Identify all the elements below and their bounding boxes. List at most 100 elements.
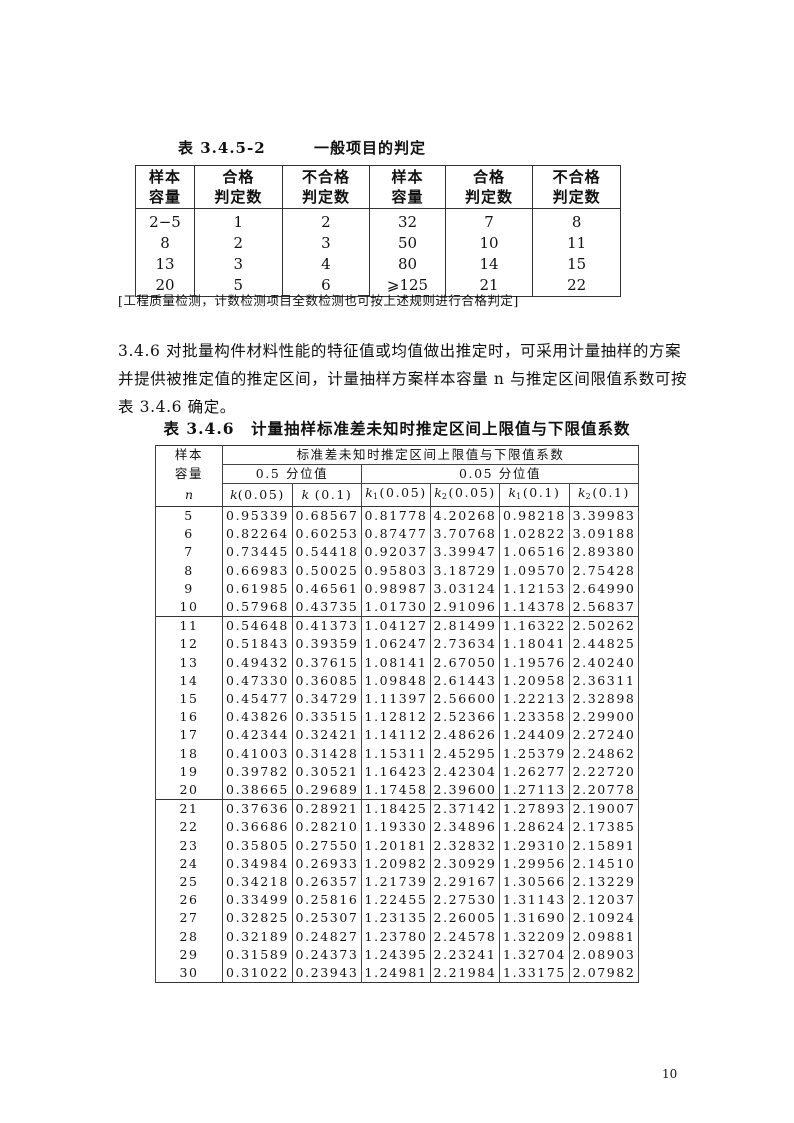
- coefficient-cell: 1.26277: [499, 762, 570, 782]
- table-row: 13 3 4 80 14 15: [134, 254, 621, 275]
- paragraph-line: 并提供被推定值的推定区间，计量抽样方案样本容量 n 与推定区间限值系数可按: [118, 370, 688, 388]
- coefficient-cell: 1.15311: [361, 744, 431, 763]
- table-cell: ⩾125: [369, 275, 446, 297]
- coefficient-cell: 1.20958: [499, 671, 570, 691]
- coefficient-subscript: 2: [585, 492, 593, 501]
- header-line: 合格: [473, 168, 506, 186]
- coefficient-cell: 3.03124: [430, 579, 500, 599]
- coefficient-cell: 1.01730: [361, 598, 431, 617]
- coefficient-cell: 1.20982: [361, 854, 431, 874]
- coefficient-cell: 0.39359: [292, 635, 362, 654]
- coefficient-cell: 1.18041: [499, 635, 570, 654]
- sample-size-cell: 13: [155, 653, 223, 672]
- table-cell: 3: [194, 254, 283, 275]
- coefficient-cell: 2.30929: [430, 854, 500, 874]
- coefficient-cell: 1.02822: [499, 525, 570, 544]
- coefficient-cell: 0.95803: [361, 561, 431, 580]
- table-row: 8 2 3 50 10 11: [134, 233, 621, 254]
- sample-size-cell: 10: [155, 598, 223, 617]
- header-cell: 合格 判定数: [444, 165, 534, 209]
- coefficient-cell: 1.22213: [499, 690, 570, 709]
- coefficient-cell: 0.82264: [222, 525, 293, 544]
- table-row: 28 0.32189 0.24827 1.23780 2.24578 1.32209 2.0…: [155, 927, 640, 946]
- sample-size-cell: 16: [155, 708, 223, 727]
- coefficient-cell: 1.20181: [361, 836, 431, 855]
- coefficient-cell: 1.17458: [361, 781, 431, 800]
- table-row: 12 0.51843 0.39359 1.06247 2.73634 1.18041 2.4…: [155, 635, 640, 654]
- coefficient-cell: 1.16322: [499, 616, 570, 636]
- coefficient-cell: 2.34896: [430, 818, 500, 837]
- header-coefficient: k2(0.05): [430, 483, 500, 507]
- coefficient-cell: 3.18729: [430, 561, 500, 580]
- coefficient-cell: 2.10924: [568, 909, 640, 928]
- coefficient-cell: 2.61443: [430, 671, 500, 691]
- coefficient-cell: 0.30521: [292, 762, 362, 782]
- header-n: n: [155, 483, 223, 507]
- sample-size-cell: 21: [155, 799, 223, 819]
- coefficient-cell: 0.60253: [292, 525, 362, 544]
- sample-size-cell: 8: [155, 561, 223, 580]
- header-cell: 样本 容量: [369, 165, 446, 209]
- coefficient-cell: 1.19330: [361, 818, 431, 837]
- sample-size-cell: 18: [155, 744, 223, 763]
- coefficient-cell: 2.27240: [568, 726, 640, 745]
- coefficient-cell: 2.44825: [568, 635, 640, 654]
- sample-size-cell: 11: [155, 616, 223, 636]
- table-row: 26 0.33499 0.25816 1.22455 2.27530 1.31143 2.1…: [155, 891, 640, 910]
- header-line: 判定数: [465, 188, 514, 206]
- table-header-row: 样本 容量 合格 判定数 不合格 判定数 样本 容量 合格 判定数 不合格 判定数: [134, 165, 621, 209]
- table-row: 17 0.42344 0.32421 1.14112 2.48626 1.24409 2.2…: [155, 726, 640, 745]
- coefficient-cell: 0.73445: [222, 543, 293, 562]
- header-line: 不合格: [552, 168, 601, 186]
- coefficient-cell: 0.34984: [222, 854, 293, 874]
- coefficient-cell: 1.14112: [361, 726, 431, 745]
- coefficient-cell: 0.34218: [222, 873, 293, 892]
- coefficient-cell: 0.54648: [222, 616, 293, 636]
- coefficient-cell: 0.43735: [292, 598, 362, 617]
- coefficient-cell: 4.20268: [430, 506, 500, 526]
- coefficient-symbol: k: [578, 485, 586, 500]
- table-cell: 3: [281, 233, 371, 254]
- coefficient-cell: 3.39983: [568, 506, 640, 526]
- header-sample-size: 容量: [155, 464, 223, 484]
- page-number: 10: [662, 1067, 678, 1081]
- coefficient-cell: 2.32832: [430, 836, 500, 855]
- header-line: 容量: [391, 188, 424, 206]
- coefficient-cell: 2.14510: [568, 854, 640, 874]
- coefficient-cell: 0.95339: [222, 506, 293, 526]
- coefficient-cell: 2.22720: [568, 762, 640, 782]
- coefficient-cell: 2.75428: [568, 561, 640, 580]
- coefficient-cell: 2.52366: [430, 708, 500, 727]
- coefficient-argument: (0.1): [522, 485, 561, 500]
- coefficient-cell: 2.50262: [568, 616, 640, 636]
- table-row: 20 5 6 ⩾125 21 22: [134, 275, 621, 297]
- coefficient-cell: 2.24578: [430, 927, 500, 946]
- coefficient-cell: 2.09881: [568, 927, 640, 946]
- coefficient-argument: (0.05): [237, 487, 285, 502]
- coefficient-cell: 0.50025: [292, 561, 362, 580]
- sample-size-cell: 17: [155, 726, 223, 745]
- coefficient-cell: 0.37615: [292, 653, 362, 672]
- sample-size-cell: 20: [155, 781, 223, 800]
- coefficient-cell: 0.68567: [292, 506, 362, 526]
- coefficient-cell: 2.29167: [430, 873, 500, 892]
- table-row: 16 0.43826 0.33515 1.12812 2.52366 1.23358 2.2…: [155, 708, 640, 727]
- coefficient-cell: 2.89380: [568, 543, 640, 562]
- table-cell: 1: [194, 208, 283, 233]
- coefficient-cell: 2.27530: [430, 891, 500, 910]
- coefficient-cell: 2.23241: [430, 945, 500, 965]
- coefficient-cell: 2.37142: [430, 799, 500, 819]
- table-row: 15 0.45477 0.34729 1.11397 2.56600 1.22213 2.3…: [155, 690, 640, 709]
- coefficient-cell: 1.12812: [361, 708, 431, 727]
- coefficient-cell: 0.27550: [292, 836, 362, 855]
- coefficient-cell: 2.07982: [568, 964, 640, 983]
- table-row: 18 0.41003 0.31428 1.15311 2.45295 1.25379 2.2…: [155, 744, 640, 763]
- sample-size-cell: 15: [155, 690, 223, 709]
- coefficient-subscript: 1: [372, 492, 380, 501]
- table-row: 5 0.95339 0.68567 0.81778 4.20268 0.98218 3.39…: [155, 506, 640, 526]
- table-cell: 11: [532, 233, 621, 254]
- coefficient-cell: 0.51843: [222, 635, 293, 654]
- coefficient-cell: 2.40240: [568, 653, 640, 672]
- table-cell: 50: [369, 233, 446, 254]
- coefficient-cell: 0.31589: [222, 945, 293, 965]
